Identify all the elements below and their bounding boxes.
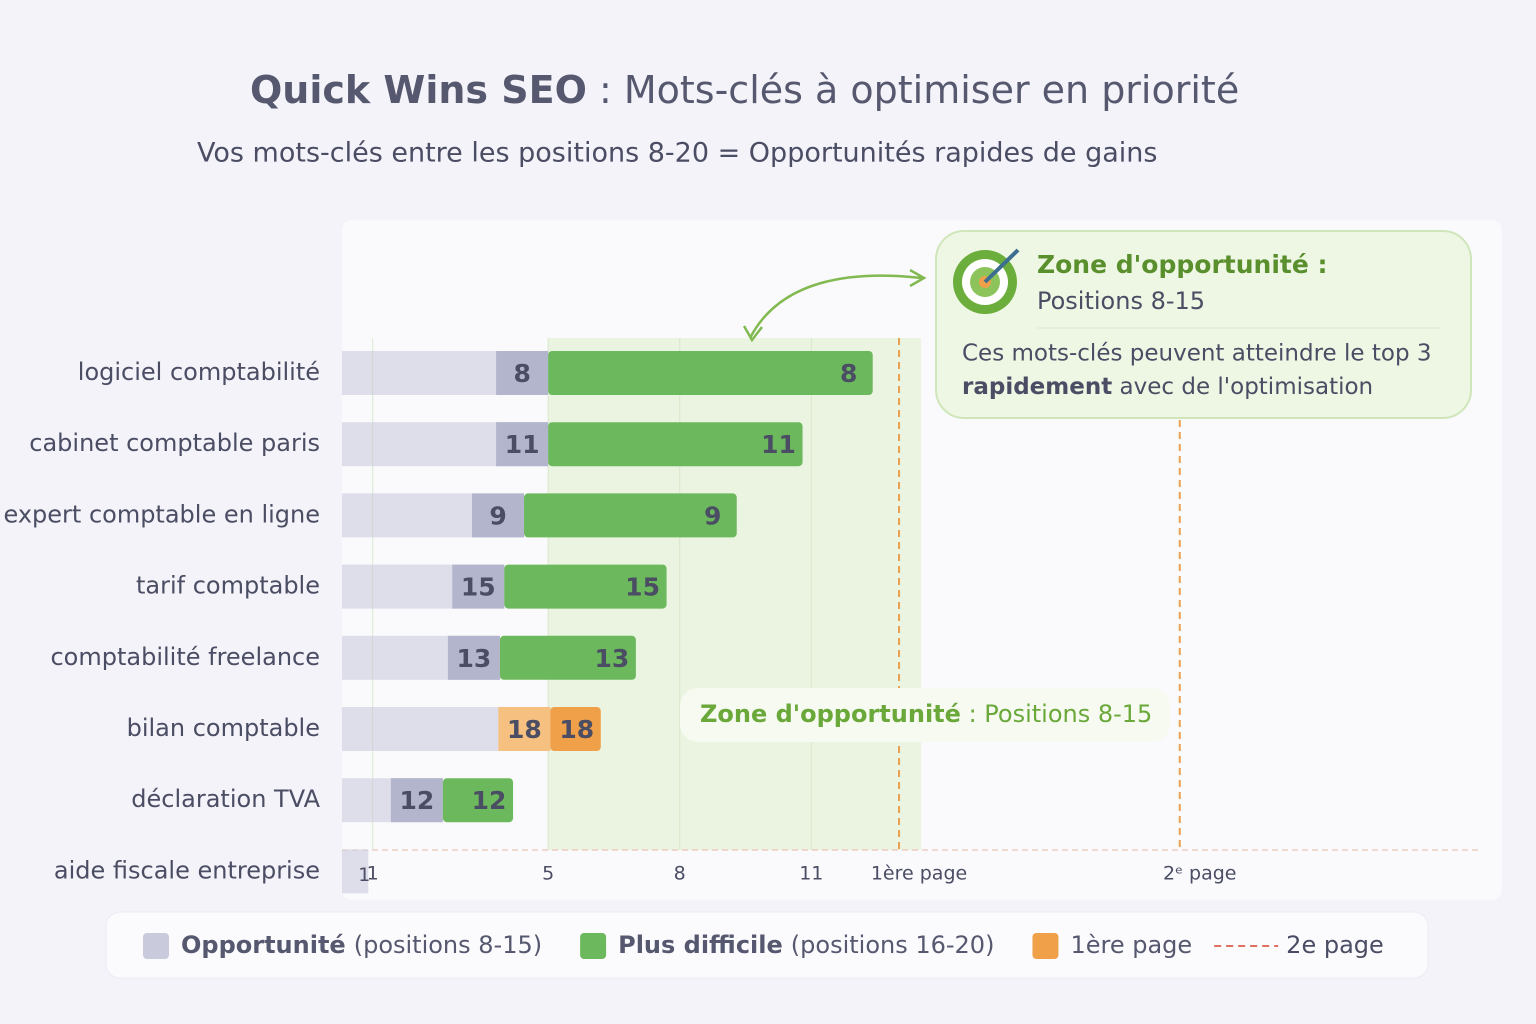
label-chip [447, 635, 500, 680]
label-chip [472, 493, 525, 538]
chart-title: Quick Wins SEO : Mots-clés à optimiser e… [250, 68, 1239, 112]
y-tick-label: bilan comptable [127, 714, 320, 742]
zone-label-rest: : Positions 8-15 [961, 700, 1152, 728]
legend-name: Plus difficile [618, 931, 783, 959]
legend-label: Plus difficile (positions 16-20) [618, 931, 994, 959]
bar [548, 422, 803, 467]
label-chip [498, 707, 551, 751]
value-label: 8 [840, 359, 857, 388]
value-label: 15 [625, 573, 660, 602]
value-label: 9 [489, 501, 506, 530]
target-dart [983, 248, 1020, 284]
y-tick-label: tarif comptable [136, 572, 320, 600]
legend-box [105, 911, 1429, 979]
legend-label: 1ère page [1070, 931, 1192, 959]
reference-label: 1ère page [871, 863, 967, 885]
legend-items: Opportunité (positions 8-15) Plus difficil… [143, 931, 1384, 959]
label-chip [496, 422, 549, 467]
label-chip [452, 564, 505, 609]
legend-label: 2e page [1286, 931, 1384, 959]
x-tick-label: 8 [674, 863, 686, 885]
legend-detail: (positions 8-15) [354, 931, 542, 959]
x-tick-label: 11 [799, 863, 823, 885]
value-label: 9 [704, 501, 721, 530]
bar [499, 635, 636, 680]
y-tick-label: expert comptable en ligne [3, 500, 320, 528]
callout-subtitle: Positions 8-15 [1037, 287, 1205, 315]
arrow-head [909, 268, 927, 288]
callout-box [935, 230, 1472, 419]
callout-title: Zone d'opportunité : [1037, 250, 1328, 279]
zone-label: Zone d'opportunité : Positions 8-15 [680, 688, 1170, 742]
value-label: 12 [472, 786, 507, 815]
value-label: 11 [761, 430, 796, 459]
label-chip [390, 778, 443, 823]
value-label: 18 [559, 715, 594, 744]
legend-swatch [143, 933, 169, 959]
x-tick-label: 5 [542, 863, 554, 885]
bar-base [342, 849, 369, 894]
y-tick-label: comptabilité freelance [50, 643, 320, 671]
value-label: 8 [513, 359, 530, 388]
value-label: 13 [594, 644, 629, 673]
callout-body: rapidement avec de l'optimisation [962, 374, 1373, 400]
arrow-head [742, 325, 763, 343]
y-tick-label: logiciel comptabilité [78, 358, 320, 386]
zone-label-box [680, 688, 1170, 742]
legend: Opportunité (positions 8-15) Plus difficil… [105, 911, 1429, 979]
y-tick-label: cabinet comptable paris [29, 429, 320, 457]
zone-label-bold: Zone d'opportunité [700, 700, 961, 728]
y-tick-label: aide fiscale entreprise [54, 856, 320, 884]
legend-label: Opportunité (positions 8-15) [181, 931, 542, 959]
value-label: 18 [507, 715, 542, 744]
arrow [748, 274, 923, 339]
bar [548, 351, 873, 395]
bar [524, 493, 737, 538]
value-label: 12 [399, 786, 434, 815]
value-label: 11 [505, 430, 540, 459]
bar [442, 778, 514, 823]
y-tick-label: déclaration TVA [131, 785, 320, 813]
value-label: 1 [358, 864, 370, 886]
callout: Zone d'opportunité : Positions 8-15 Ces … [935, 230, 1472, 419]
reference-label: 2ᵉ page [1163, 863, 1237, 885]
value-label: 15 [461, 573, 496, 602]
bar [504, 564, 667, 609]
chart-subtitle: Vos mots-clés entre les positions 8-20 =… [197, 138, 1158, 169]
bar [550, 707, 601, 751]
legend-swatch [1032, 933, 1059, 959]
callout-body: Ces mots-clés peuvent atteindre le top 3 [962, 341, 1432, 367]
legend-name: Opportunité [181, 931, 346, 959]
legend-name: 1ère page [1070, 931, 1192, 959]
legend-swatch [580, 933, 607, 959]
label-chip [496, 351, 549, 395]
zone-label-text: Zone d'opportunité : Positions 8-15 [700, 700, 1152, 728]
legend-detail: (positions 16-20) [791, 931, 995, 959]
value-label: 13 [457, 644, 492, 673]
x-tick-label: 1 [367, 863, 379, 885]
